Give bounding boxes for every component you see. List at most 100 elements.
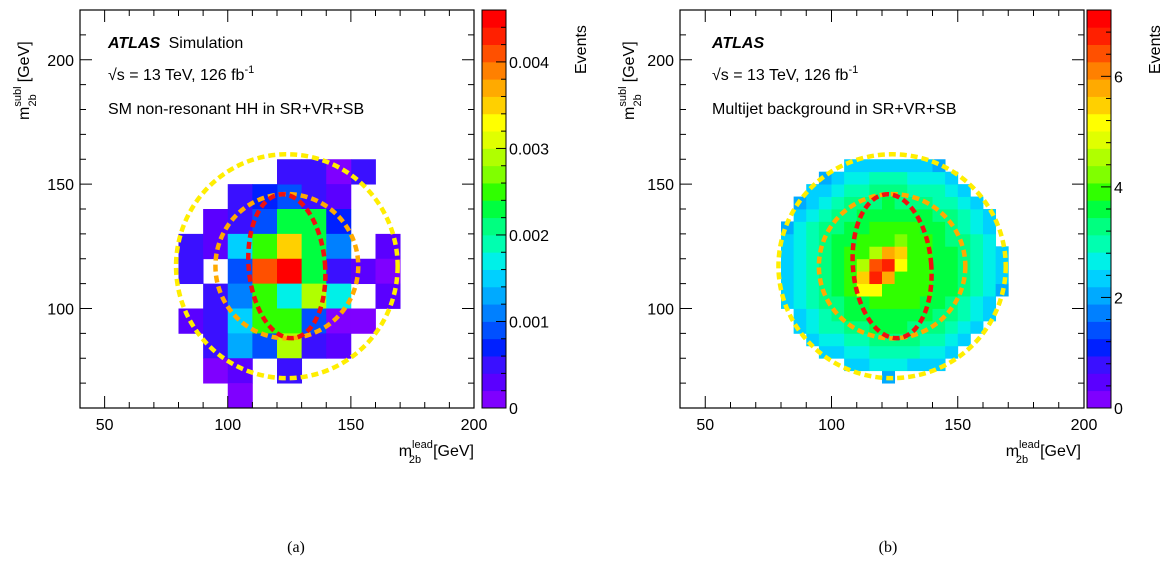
y-tick-label: 200 [47, 53, 74, 70]
caption-a: (a) [287, 539, 305, 556]
colorbar-segment [1087, 286, 1111, 305]
colorbar-segment [482, 356, 506, 374]
colorbar-segment [482, 217, 506, 236]
heatmap-cell [831, 233, 845, 247]
heatmap-cell [178, 258, 204, 285]
heatmap-cell [907, 283, 921, 297]
heatmap-cell [957, 296, 971, 309]
heatmap-cell [945, 184, 959, 197]
heatmap-cell [983, 258, 997, 272]
heatmap-cell [252, 233, 278, 260]
heatmap-cell [227, 209, 253, 235]
colorbar-segment [1087, 269, 1111, 288]
heatmap-cell [894, 171, 908, 185]
heatmap-cell [907, 221, 921, 235]
heatmap-cell [856, 221, 870, 235]
colorbar-b: 0 2 4 6 [1086, 9, 1123, 418]
heatmap-cell [781, 283, 795, 297]
heatmap-cell [326, 258, 352, 285]
heatmap-cell [970, 308, 984, 322]
heatmap-cell [945, 196, 959, 210]
heatmap-cell [844, 333, 858, 347]
heatmap-cell [983, 246, 997, 260]
energy-lumi-a: √s = 13 TeV, 126 fb-1 [108, 64, 254, 84]
heatmap-cell [919, 171, 933, 185]
heatmap-cell [277, 308, 303, 334]
heatmap-cell [227, 333, 253, 359]
colorbar-segment [482, 113, 506, 132]
heatmap-cell [932, 333, 946, 347]
heatmap-cell [983, 308, 997, 322]
heatmap-cell [869, 246, 883, 260]
heatmap-cell [894, 296, 908, 309]
heatmap-cell [869, 171, 883, 185]
heatmap-cell [957, 209, 971, 222]
heatmap-cell [844, 283, 858, 297]
heatmap-cell [970, 246, 984, 260]
colorbar-tick-label: 0 [1114, 401, 1123, 418]
heatmap-cell [907, 233, 921, 247]
heatmap-cell [793, 271, 807, 285]
heatmap-cell [882, 345, 896, 359]
heatmap-cell [301, 258, 327, 285]
heatmap-cell [894, 209, 908, 222]
heatmap-cell [203, 333, 229, 359]
heatmap-cell [945, 320, 959, 334]
colorbar-segment [482, 79, 506, 97]
colorbar-segment [1087, 113, 1111, 132]
colorbar-segment [482, 165, 506, 184]
heatmap-cell [894, 320, 908, 334]
colorbar-segment [482, 390, 506, 409]
heatmap-cell [831, 333, 845, 347]
heatmap-cell [844, 221, 858, 235]
heatmap-cell [932, 258, 946, 272]
heatmap-cell [831, 221, 845, 235]
colorbar-segment [482, 27, 506, 45]
heatmap-cell [882, 209, 896, 222]
colorbar-frame [481, 9, 507, 409]
heatmap-cell [844, 345, 858, 359]
colorbar-segment [482, 61, 506, 80]
heatmap-cell [252, 258, 278, 285]
heatmap-cell [970, 209, 984, 222]
colorbar-segment [482, 286, 506, 305]
colorbar-segment [1087, 252, 1111, 270]
heatmap-cell [844, 308, 858, 322]
x-tick-label: 200 [461, 417, 488, 434]
z-axis-title-a: Events [573, 25, 590, 74]
heatmap-cell [932, 283, 946, 297]
heatmap-cell [882, 358, 896, 372]
colorbar-segment [1087, 79, 1111, 97]
colorbar-segment [482, 252, 506, 270]
heatmap-cell [806, 233, 820, 247]
heatmap-cell [806, 271, 820, 285]
heatmap-cell [869, 308, 883, 322]
heatmap-cell [277, 159, 303, 185]
heatmap-cell [919, 358, 933, 372]
heatmap-cell [932, 296, 946, 309]
colorbar-segment [482, 96, 506, 115]
heatmap-cell [957, 308, 971, 322]
colorbar-segment [1087, 183, 1111, 201]
heatmap-cell [227, 383, 253, 409]
heatmap-cell [856, 271, 870, 285]
heatmap-cell [894, 283, 908, 297]
y-axis-title-b: msubl 2b[GeV] [617, 41, 644, 120]
heatmap-cell [350, 159, 376, 185]
heatmap-cell [844, 184, 858, 197]
heatmap-cell [856, 159, 870, 173]
heatmap-cell [793, 221, 807, 235]
colorbar-segment [482, 200, 506, 219]
heatmap-cell [970, 271, 984, 285]
heatmap-cell [919, 209, 933, 222]
colorbar-segment [1087, 390, 1111, 409]
heatmap-cell [818, 184, 832, 197]
x-tick-label: 150 [338, 417, 365, 434]
colorbar-tick-label: 0.004 [509, 55, 549, 72]
colorbar-segment [1087, 338, 1111, 357]
heatmap-cell [806, 196, 820, 210]
colorbar-tick-label: 6 [1114, 69, 1123, 86]
heatmap-cell [856, 184, 870, 197]
heatmap-cell [831, 283, 845, 297]
colorbar-tick-label: 0.002 [509, 228, 549, 245]
